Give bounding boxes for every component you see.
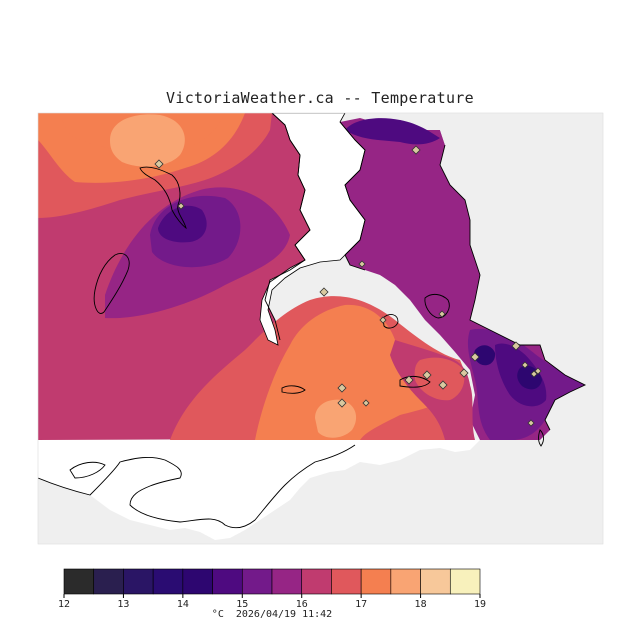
station-marker (527, 419, 535, 427)
station-markers (154, 145, 542, 427)
color-legend (63, 568, 481, 595)
station-marker (530, 370, 538, 378)
timestamp: 2026/04/19 11:42 (235, 609, 333, 620)
legend-swatch (152, 568, 184, 595)
station-marker (511, 341, 521, 351)
station-marker (379, 316, 387, 324)
water-bodies (38, 113, 603, 544)
legend-tick-label: 18 (415, 599, 427, 610)
legend-swatch (63, 568, 95, 595)
color-legend-ticks: 12 13 14 15 16 17 18 19 (58, 594, 486, 610)
station-marker (438, 380, 448, 390)
legend-swatch (449, 568, 481, 595)
legend-swatch (93, 568, 124, 595)
legend-tick-label: 12 (58, 599, 70, 610)
station-marker (154, 159, 164, 169)
legend-tick-label: 16 (296, 599, 308, 610)
legend-tick-label: 17 (355, 599, 367, 610)
station-marker (319, 287, 329, 297)
legend-tick-label: 15 (236, 599, 248, 610)
station-marker (534, 367, 542, 375)
legend-swatch (331, 568, 362, 595)
legend-swatch (212, 568, 243, 595)
unit-label: °C (211, 609, 224, 620)
station-marker (411, 145, 421, 155)
legend-swatch (182, 568, 213, 595)
legend-swatch (241, 568, 273, 595)
map-title: VictoriaWeather.ca -- Temperature (166, 89, 474, 107)
station-marker (521, 361, 529, 369)
station-marker (337, 398, 347, 408)
station-marker (362, 399, 370, 407)
legend-tick-label: 13 (117, 599, 129, 610)
station-marker (422, 370, 432, 380)
station-marker (470, 352, 480, 362)
station-marker (358, 260, 366, 268)
legend-swatch (390, 568, 421, 595)
station-marker (459, 368, 469, 378)
station-marker (177, 202, 185, 210)
legend-swatch (420, 568, 451, 595)
station-marker (404, 375, 414, 385)
station-marker (337, 383, 347, 393)
legend-swatch (271, 568, 303, 595)
legend-swatch (123, 568, 154, 595)
legend-tick-label: 14 (177, 599, 189, 610)
legend-swatch (301, 568, 332, 595)
legend-tick-label: 19 (474, 599, 486, 610)
legend-footer: °C 2026/04/19 11:42 (64, 609, 480, 620)
station-marker (438, 310, 446, 318)
legend-swatch (360, 568, 392, 595)
temperature-field-east (340, 118, 585, 440)
